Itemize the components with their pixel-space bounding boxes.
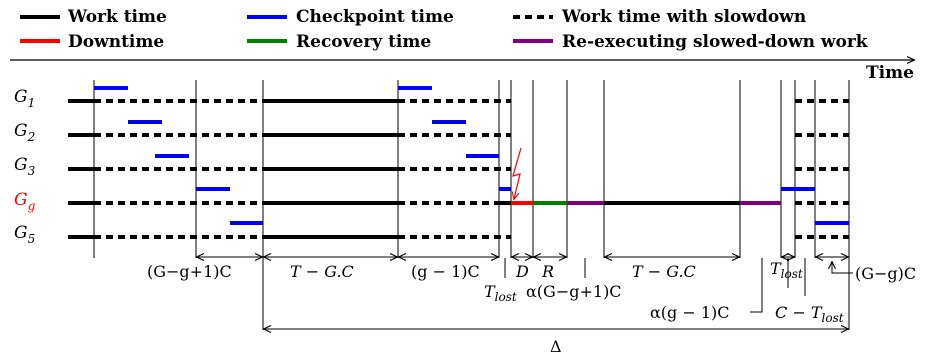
row-labels: G1 G2 G3 Gg G5	[14, 87, 36, 246]
label-r: R	[541, 262, 554, 281]
legend-work-label: Work time	[67, 7, 167, 27]
legend-reexec-label: Re-executing slowed-down work	[562, 32, 869, 52]
label-gg1c: (G−g+1)C	[147, 262, 232, 281]
timeline-row-g1	[68, 86, 849, 103]
label-g1c: (g − 1)C	[411, 262, 480, 281]
label-t-lost-1: Tlost	[484, 282, 517, 304]
interval-arrows	[197, 257, 848, 329]
legend-recovery-label: Recovery time	[296, 32, 431, 52]
leader-line	[832, 262, 853, 274]
legend-slowdown-label: Work time with slowdown	[561, 7, 806, 27]
label-alpha-g1c: α(g − 1)C	[650, 303, 730, 322]
leader-line	[750, 258, 763, 313]
label-tgc-1: T − G.C	[290, 262, 354, 281]
label-ggc: (G−g)C	[855, 264, 916, 283]
timeline-row-g5	[68, 221, 849, 239]
timeline-row-gg	[68, 187, 849, 205]
label-delta: Δ	[550, 337, 562, 356]
time-axis-label: Time	[866, 63, 914, 83]
timeline-row-g2	[68, 120, 849, 137]
label-d: D	[515, 262, 529, 281]
label-tgc-2: T − G.C	[632, 262, 696, 281]
row-label-g2: G2	[14, 121, 35, 144]
boundary-lines	[93, 80, 850, 330]
annotation-labels: (G−g+1)C T − G.C (g − 1)C D R T − G.C Tl…	[147, 259, 916, 356]
label-c-minus-tlost: C − Tlost	[775, 303, 844, 325]
timeline-rows	[68, 86, 849, 239]
legend-downtime-label: Downtime	[68, 32, 164, 52]
row-label-g1: G1	[14, 87, 35, 110]
legend-checkpoint-label: Checkpoint time	[296, 7, 454, 27]
failure-arrow-icon	[513, 147, 522, 199]
row-label-g5: G5	[14, 223, 35, 246]
label-alpha-gg1c: α(G−g+1)C	[526, 282, 622, 301]
row-label-gg: Gg	[14, 190, 36, 213]
row-label-g3: G3	[14, 155, 36, 178]
label-t-lost-2: Tlost	[770, 259, 803, 281]
leader-lines	[504, 258, 853, 313]
legend: Work time Checkpoint time Work time with…	[20, 7, 869, 52]
timeline-row-g3	[68, 154, 849, 171]
